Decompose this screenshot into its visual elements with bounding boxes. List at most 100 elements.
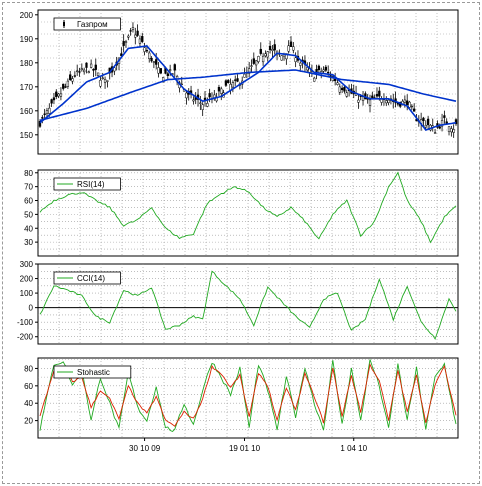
candle-body: [73, 75, 77, 77]
y-tick-label: 180: [20, 59, 34, 68]
candle-body: [338, 86, 341, 93]
legend-label: RSI(14): [77, 180, 105, 189]
y-tick-label: 20: [24, 417, 33, 426]
candle-body: [368, 99, 372, 106]
candle-body: [155, 59, 158, 65]
candle-body: [306, 67, 309, 71]
candle-body: [343, 86, 346, 92]
candle-body: [289, 41, 293, 47]
candle-body: [266, 51, 269, 58]
candle-body: [268, 45, 272, 51]
y-tick-label: 30: [24, 238, 33, 247]
candle-body: [220, 88, 223, 94]
candle-body: [217, 87, 221, 92]
candle-body: [340, 87, 344, 90]
y-tick-label: 40: [24, 224, 33, 233]
candle-body: [96, 72, 100, 76]
candle-body: [250, 65, 253, 67]
candle-body: [71, 78, 74, 82]
series-line-1: [39, 270, 457, 341]
candle-body: [285, 53, 288, 60]
legend-label: Газпром: [77, 20, 108, 29]
candle-body: [287, 45, 290, 52]
candle-body: [185, 92, 188, 99]
candle-body: [380, 99, 383, 103]
candle-body: [454, 119, 458, 125]
y-tick-label: -100: [17, 318, 34, 327]
legend-box: [53, 365, 132, 379]
candle-body: [264, 53, 267, 57]
candle-body: [424, 125, 427, 128]
candle-body: [173, 64, 176, 71]
candle-body: [313, 77, 316, 82]
candle-body: [378, 90, 381, 97]
candle-body: [252, 58, 255, 64]
candle-body: [408, 101, 411, 108]
candle-body: [85, 62, 88, 68]
candle-body: [299, 62, 302, 66]
candle-body: [227, 80, 230, 84]
candle-body: [48, 107, 51, 114]
candle-body: [334, 78, 337, 82]
candle-body: [101, 77, 104, 79]
x-tick-label: 30 10 09: [129, 444, 161, 453]
candle-body: [440, 120, 444, 127]
candle-body: [317, 65, 321, 71]
candle-body: [257, 56, 260, 62]
y-tick-label: 200: [20, 275, 34, 284]
candle-body: [413, 108, 416, 112]
y-tick-label: 70: [24, 183, 33, 192]
candle-body: [141, 36, 144, 42]
candle-body: [254, 60, 258, 66]
y-tick-label: 150: [20, 131, 34, 140]
candle-body: [292, 46, 295, 51]
candle-body: [78, 71, 81, 73]
y-tick-label: 100: [20, 289, 34, 298]
candle-body: [162, 77, 165, 83]
panel-4: 20 40 60 80 Stohastic 30 10 09 19 01 10 1 04 10: [24, 357, 459, 453]
candle-body: [43, 113, 46, 115]
y-tick-label: 80: [24, 364, 33, 373]
series-line-2: [39, 363, 457, 427]
candle-body: [124, 41, 128, 43]
candle-body: [331, 76, 334, 82]
legend-box: [53, 271, 121, 285]
legend-box: [53, 17, 121, 31]
y-tick-label: 0: [29, 304, 34, 313]
y-tick-label: 170: [20, 83, 34, 92]
candle-body: [94, 64, 97, 70]
candle-body: [120, 53, 123, 57]
candle-body: [371, 95, 374, 99]
x-tick-label: 1 04 10: [340, 444, 367, 453]
candle-body: [52, 97, 56, 101]
candle-body: [92, 68, 95, 71]
candle-body: [443, 115, 446, 118]
candle-body: [127, 35, 130, 38]
candle-body: [433, 132, 437, 134]
candle-body: [403, 99, 407, 103]
legend-label: CCI(14): [77, 274, 105, 283]
candle-body: [143, 47, 146, 52]
candle-body: [166, 73, 169, 76]
y-tick-label: 190: [20, 35, 34, 44]
candle-body: [259, 48, 262, 54]
candle-body: [271, 49, 274, 51]
candle-body: [234, 79, 237, 81]
candle-body: [201, 104, 204, 110]
series-line-1: [39, 359, 457, 433]
candle-body: [55, 91, 58, 97]
candle-body: [157, 67, 160, 74]
legend-swatch-body: [63, 22, 65, 26]
candle-body: [248, 68, 251, 74]
candle-body: [231, 82, 235, 88]
y-tick-label: 60: [24, 197, 33, 206]
candle-body: [324, 66, 328, 71]
candle-body: [62, 83, 65, 89]
y-tick-label: 200: [20, 11, 34, 20]
candle-body: [59, 93, 63, 97]
series-line-2: [39, 45, 457, 131]
candle-body: [41, 117, 44, 119]
candle-body: [199, 102, 202, 104]
candle-body: [206, 103, 209, 107]
